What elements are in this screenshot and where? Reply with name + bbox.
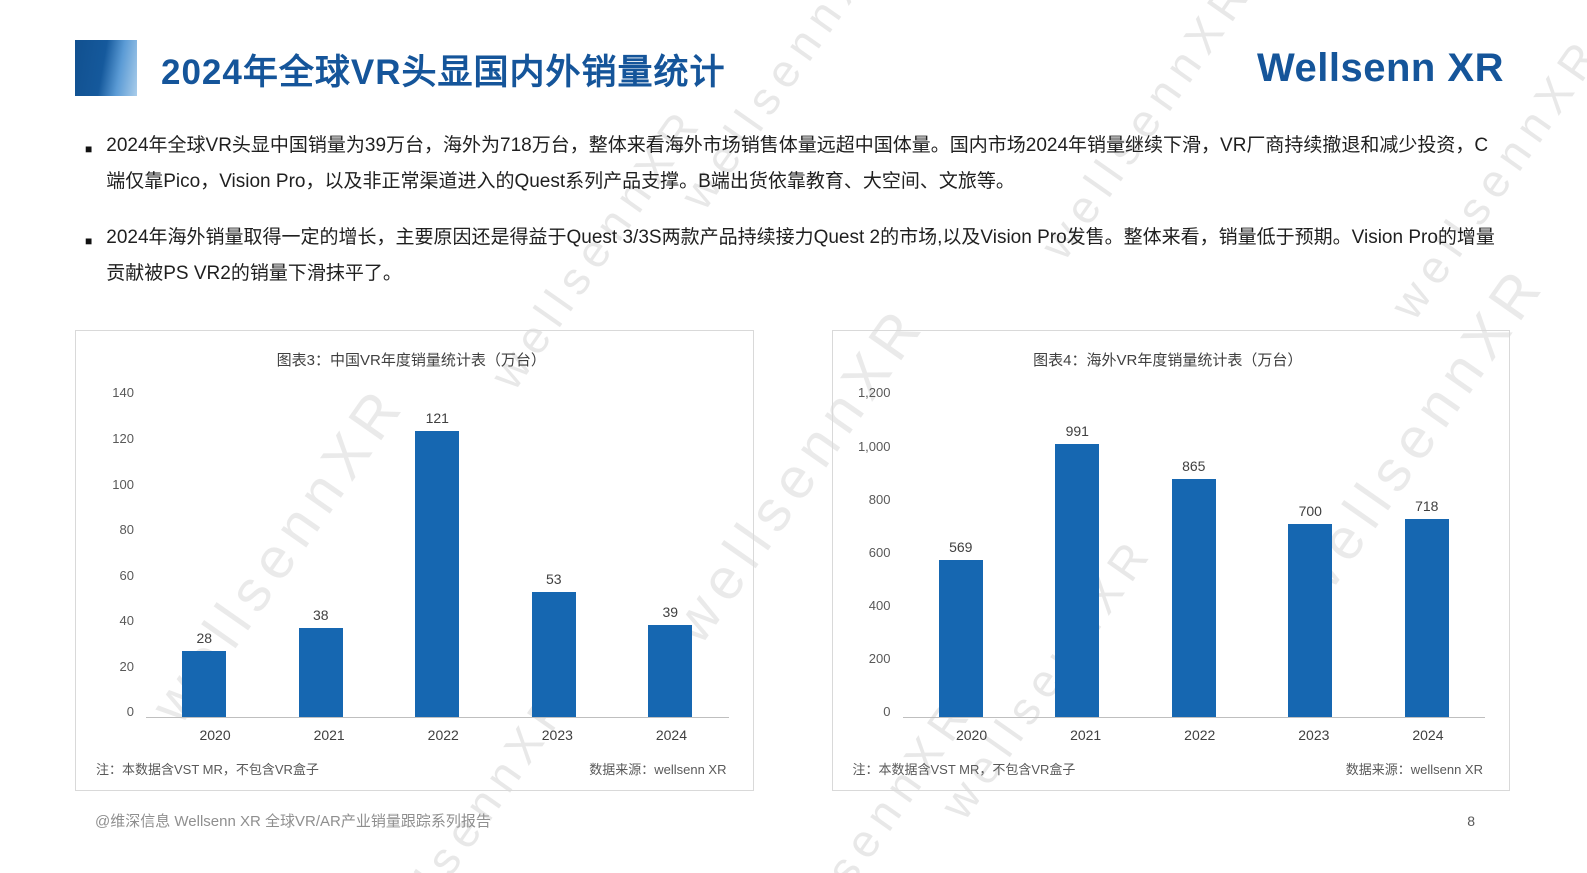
x-tick-label: 2024 [655,727,687,744]
y-tick-label: 200 [868,651,891,667]
bullet-square-icon: ■ [85,234,93,249]
y-tick-label: 1,200 [857,385,891,401]
chart-note: 注：本数据含VST MR，不包含VR盒子 [852,762,1076,778]
bar-column: 991 [1019,386,1136,718]
chart-source: 数据来源：wellsenn XR [1345,762,1483,778]
x-tick-label: 2023 [541,727,573,744]
bar-column: 28 [146,386,263,718]
x-tick-label: 2024 [1412,727,1444,744]
bullet-text: 2024年海外销量取得一定的增长，主要原因还是得益于Quest 3/3S两款产品… [106,227,1495,285]
y-axis: 1,200 1,000 800 600 400 200 0 [851,386,903,718]
bar-column: 718 [1369,386,1486,718]
chart-overseas-vr-sales: 图表4：海外VR年度销量统计表（万台） 1,200 1,000 800 600 400 2… [831,330,1510,792]
x-tick-label: 2020 [199,727,231,744]
x-tick-label: 2022 [1184,727,1216,744]
y-tick-label: 80 [119,522,134,538]
y-tick-label: 0 [126,704,134,720]
bars-area: 569 991 865 700 718 [902,386,1486,719]
bar [1288,524,1333,718]
bar-column: 39 [612,386,729,718]
y-tick-label: 20 [119,658,134,674]
y-tick-label: 120 [112,430,134,446]
page-number: 8 [1467,813,1475,829]
chart-source: 数据来源：wellsenn XR [589,762,727,778]
brand-logo: Wellsenn XR [1256,46,1504,90]
bar-value-label: 121 [425,410,449,427]
bullet-item: ■ 2024年海外销量取得一定的增长，主要原因还是得益于Quest 3/3S两款… [85,220,1507,292]
bar [531,592,576,718]
bullet-square-icon: ■ [85,142,93,156]
chart-title: 图表3：中国VR年度销量统计表（万台） [276,352,546,370]
bar-value-label: 991 [1065,423,1089,440]
x-axis: 2020 2021 2022 2023 2024 [158,718,729,743]
chart-footer: 注：本数据含VST MR，不包含VR盒子 数据来源：wellsenn XR [94,759,729,782]
bar-column: 121 [379,386,496,718]
y-tick-label: 800 [868,491,891,507]
bar [182,651,227,718]
y-tick-label: 1,000 [857,438,891,454]
y-axis: 140 120 100 80 60 40 20 0 [94,386,146,718]
x-tick-label: 2021 [313,727,345,744]
bar-value-label: 53 [545,571,562,588]
bar [1055,444,1100,718]
chart-china-vr-sales: 图表3：中国VR年度销量统计表（万台） 140 120 100 80 60 40 20 0 2… [75,330,754,792]
bars-area: 28 38 121 53 39 [146,386,729,719]
chart-footer: 注：本数据含VST MR，不包含VR盒子 数据来源：wellsenn XR [851,759,1486,782]
chart-plot-area: 140 120 100 80 60 40 20 0 28 38 121 53 39 [94,386,729,719]
y-tick-label: 140 [112,385,134,401]
bar-column: 865 [1136,386,1253,718]
bar [1171,478,1216,718]
bar-value-label: 39 [662,604,679,621]
x-tick-label: 2020 [955,727,988,744]
page-title: 2024年全球VR头显国内外销量统计 [161,53,726,92]
footer-note: @维深信息 Wellsenn XR 全球VR/AR产业销量跟踪系列报告 [95,813,491,830]
bar-column: 569 [903,386,1020,718]
y-tick-label: 0 [883,704,891,720]
y-tick-label: 40 [119,613,134,629]
bar-column: 700 [1252,386,1369,718]
bar-value-label: 865 [1182,457,1206,474]
title-accent-block [75,40,137,96]
bar [938,560,983,718]
chart-plot-area: 1,200 1,000 800 600 400 200 0 569 991 865 700 718 [851,386,1486,719]
header: 2024年全球VR头显国内外销量统计 Wellsenn XR [75,38,1512,100]
chart-note: 注：本数据含VST MR，不包含VR盒子 [96,762,319,778]
y-tick-label: 600 [868,544,891,560]
bar-value-label: 718 [1415,498,1439,515]
bar-value-label: 700 [1298,503,1322,520]
bullet-list: ■ 2024年全球VR头显中国销量为39万台，海外为718万台，整体来看海外市场… [85,128,1507,292]
bullet-text: 2024年全球VR头显中国销量为39万台，海外为718万台，整体来看海外市场销售… [106,135,1489,193]
y-tick-label: 100 [112,476,134,492]
bar [1404,519,1449,718]
bar-value-label: 569 [949,539,973,556]
x-tick-label: 2021 [1070,727,1102,744]
bar-value-label: 28 [196,630,213,647]
bar [415,431,460,718]
x-tick-label: 2022 [427,727,459,744]
x-tick-label: 2023 [1298,727,1330,744]
chart-title: 图表4：海外VR年度销量统计表（万台） [1033,352,1303,370]
bar-column: 38 [263,386,380,718]
bar [298,627,343,718]
y-tick-label: 400 [868,598,891,613]
bar-column: 53 [496,386,613,718]
bar [648,625,693,718]
charts-row: 图表3：中国VR年度销量统计表（万台） 140 120 100 80 60 40 20 0 2… [75,330,1510,792]
x-axis: 2020 2021 2022 2023 2024 [915,718,1486,743]
bar-value-label: 38 [312,606,329,623]
bullet-item: ■ 2024年全球VR头显中国销量为39万台，海外为718万台，整体来看海外市场… [85,128,1507,200]
y-tick-label: 60 [119,567,134,583]
